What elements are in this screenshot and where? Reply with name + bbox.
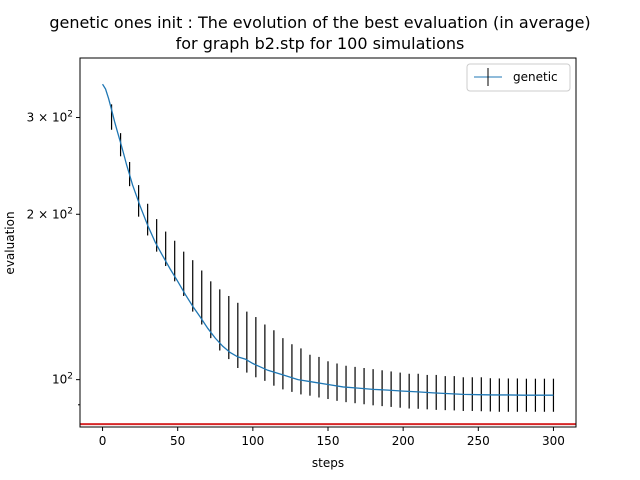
series-layer — [101, 83, 554, 396]
chart-title-line2: for graph b2.stp for 100 simulations — [176, 34, 465, 53]
x-tick-label: 50 — [170, 434, 185, 448]
legend: genetic — [466, 63, 571, 92]
y-tick-label: 2 × 102 — [27, 206, 73, 221]
x-tick-label: 200 — [392, 434, 415, 448]
error-bars — [110, 104, 555, 412]
x-tick-label: 0 — [99, 434, 107, 448]
chart-title-line1: genetic ones init : The evolution of the… — [49, 13, 590, 32]
x-tick-label: 100 — [241, 434, 264, 448]
x-tick-label: 250 — [467, 434, 490, 448]
y-tick-label: 102 — [52, 372, 73, 387]
x-tick-label: 300 — [542, 434, 565, 448]
y-axis: 102 2 × 102 3 × 102 — [27, 110, 80, 406]
y-tick-label: 3 × 102 — [27, 110, 73, 125]
x-axis-label: steps — [312, 456, 344, 470]
x-tick-label: 150 — [317, 434, 340, 448]
series-line-genetic — [101, 83, 554, 396]
legend-label-genetic: genetic — [513, 70, 558, 84]
legend-box — [466, 63, 571, 92]
y-axis-label: evaluation — [3, 211, 17, 274]
x-axis: 0 50 100 150 200 250 300 — [99, 427, 565, 448]
